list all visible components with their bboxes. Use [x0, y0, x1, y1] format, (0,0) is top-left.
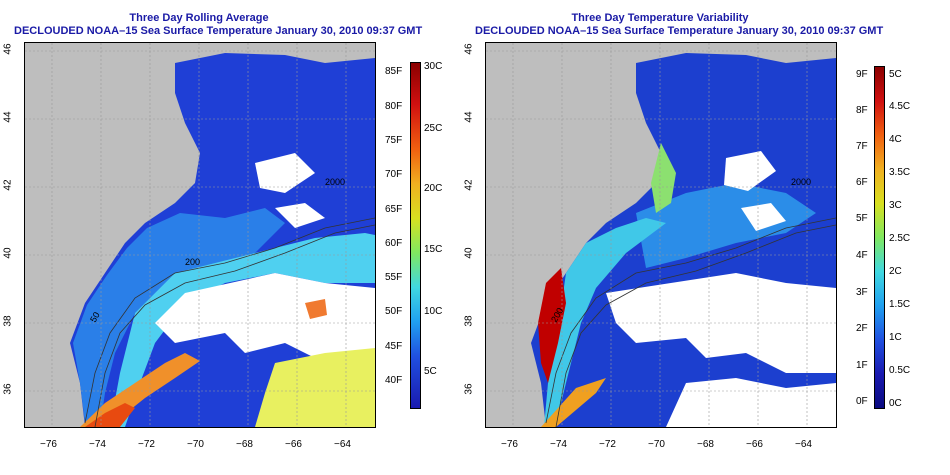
cbar-c-label: 4.5C [889, 101, 911, 112]
right-variability-map: 2000 200 [485, 42, 837, 428]
isobath-200 [545, 217, 836, 424]
cbar-c-label: 0C [889, 398, 902, 409]
isobath-label: 200 [185, 257, 200, 267]
isobath-200 [84, 217, 375, 424]
cloud-patch [724, 151, 776, 191]
cbar-f-label: 8F [856, 105, 868, 116]
lat-tick: 38 [2, 315, 14, 327]
lon-tick: −68 [236, 439, 253, 450]
cbar-c-label: 20C [424, 183, 443, 194]
isobath-label: 2000 [791, 177, 811, 187]
left-map-subtitle: DECLOUDED NOAA–15 Sea Surface Temperatur… [14, 25, 423, 37]
isobath-2000 [94, 224, 375, 427]
isobath-label: 2000 [325, 177, 345, 187]
bay-variability [651, 143, 676, 213]
lon-tick: −70 [187, 439, 204, 450]
gulf-stream-warm [80, 353, 200, 427]
graticule [486, 43, 836, 427]
lat-tick: 46 [2, 43, 14, 55]
lon-tick: −66 [746, 439, 763, 450]
cbar-c-label: 4C [889, 134, 902, 145]
cbar-c-label: 5C [424, 366, 437, 377]
cbar-f-label: 50F [385, 306, 403, 317]
cbar-f-label: 55F [385, 272, 403, 283]
cloud-patch [741, 203, 786, 231]
high-variability-band [538, 268, 566, 383]
cbar-f-label: 40F [385, 375, 403, 386]
cbar-c-label: 5C [889, 69, 902, 80]
offshore-warm [255, 348, 375, 427]
cbar-f-label: 65F [385, 204, 403, 215]
cbar-c-label: 25C [424, 123, 443, 134]
lat-tick: 40 [463, 247, 475, 259]
gulf-stream-core [85, 403, 135, 427]
lon-tick: −72 [599, 439, 616, 450]
right-map-title: Three Day Temperature Variability [571, 12, 749, 24]
lon-tick: −70 [648, 439, 665, 450]
lon-tick: −76 [501, 439, 518, 450]
lat-tick: 44 [463, 111, 475, 123]
lon-tick: −74 [89, 439, 106, 450]
right-map-canvas: 2000 200 [486, 43, 836, 427]
cbar-f-label: 9F [856, 69, 868, 80]
slope-water [110, 233, 375, 427]
isobath-2000 [555, 224, 836, 427]
cbar-c-label: 15C [424, 244, 443, 255]
cbar-c-label: 2C [889, 266, 902, 277]
lat-tick: 40 [2, 247, 14, 259]
shelf-variability [544, 218, 666, 427]
cbar-f-label: 75F [385, 135, 403, 146]
cloud-patch [255, 153, 315, 193]
cbar-f-label: 3F [856, 287, 868, 298]
lon-tick: −74 [550, 439, 567, 450]
isobath-label: 50 [88, 310, 102, 324]
cloud-patch [666, 378, 836, 427]
cbar-f-label: 6F [856, 177, 868, 188]
left-map-title: Three Day Rolling Average [129, 12, 269, 24]
right-colorbar [874, 66, 885, 409]
lat-tick: 38 [463, 315, 475, 327]
left-sst-map: 2000 200 50 [24, 42, 376, 428]
cbar-f-label: 5F [856, 213, 868, 224]
cbar-f-label: 0F [856, 396, 868, 407]
lat-tick: 42 [463, 179, 475, 191]
lat-tick: 36 [463, 383, 475, 395]
cbar-c-label: 0.5C [889, 365, 911, 376]
cbar-c-label: 10C [424, 306, 443, 317]
graticule [25, 43, 375, 427]
lon-tick: −64 [334, 439, 351, 450]
lat-tick: 46 [463, 43, 475, 55]
cbar-f-label: 60F [385, 238, 403, 249]
left-map-canvas: 2000 200 50 [25, 43, 375, 427]
lon-tick: −76 [40, 439, 57, 450]
cloud-patch [275, 203, 325, 228]
cbar-c-label: 30C [424, 61, 443, 72]
cbar-f-label: 70F [385, 169, 403, 180]
cbar-c-label: 2.5C [889, 233, 911, 244]
lon-tick: −66 [285, 439, 302, 450]
cloud-mask [606, 273, 836, 373]
cbar-c-label: 1C [889, 332, 902, 343]
warm-eddy [305, 299, 327, 319]
cbar-f-label: 45F [385, 341, 403, 352]
lon-tick: −68 [697, 439, 714, 450]
cbar-f-label: 1F [856, 360, 868, 371]
lat-tick: 36 [2, 383, 14, 395]
shelf-water [73, 208, 285, 427]
cbar-f-label: 4F [856, 250, 868, 261]
cbar-f-label: 85F [385, 66, 403, 77]
lat-tick: 42 [2, 179, 14, 191]
cbar-f-label: 2F [856, 323, 868, 334]
left-colorbar [410, 62, 421, 409]
cbar-c-label: 1.5C [889, 299, 911, 310]
lon-tick: −64 [795, 439, 812, 450]
cbar-c-label: 3.5C [889, 167, 911, 178]
lat-tick: 44 [2, 111, 14, 123]
right-map-subtitle: DECLOUDED NOAA–15 Sea Surface Temperatur… [475, 25, 884, 37]
cbar-c-label: 3C [889, 200, 902, 211]
gulf-stream-edge [541, 378, 606, 427]
cbar-f-label: 7F [856, 141, 868, 152]
cbar-f-label: 80F [385, 101, 403, 112]
lon-tick: −72 [138, 439, 155, 450]
